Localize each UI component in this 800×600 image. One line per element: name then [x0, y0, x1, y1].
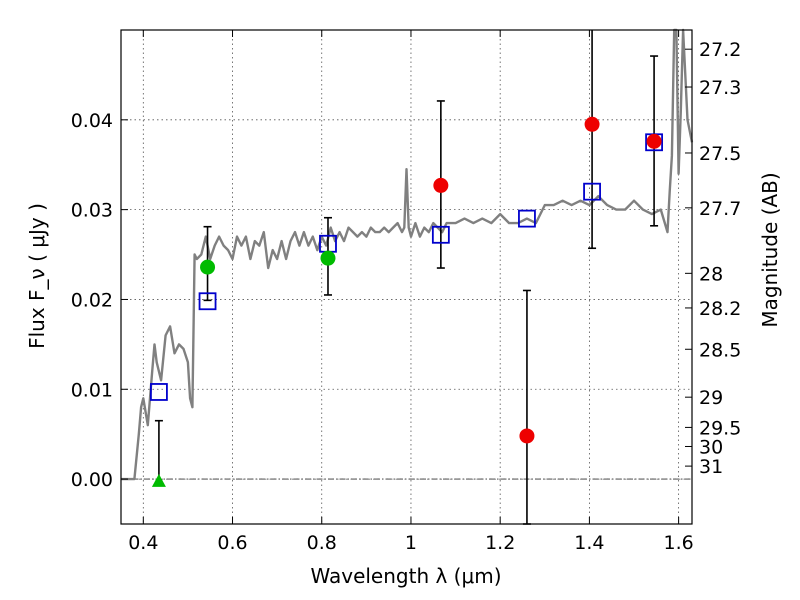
mag-tick-label: 27.3 [699, 77, 741, 99]
mag-tick-label: 27.5 [699, 143, 741, 165]
y-axis-title-magnitude: Magnitude (AB) [758, 172, 782, 327]
x-axis: 0.4 0.6 0.8 1 1.2 1.4 1.6 [128, 30, 694, 554]
mag-tick-label: 31 [699, 456, 723, 478]
y-axis-title-flux: Flux F_ν ( μJy ) [25, 203, 49, 349]
mag-tick-label: 28 [699, 263, 723, 285]
errorbar-layer [154, 30, 659, 525]
y-tick-label: 0.02 [71, 289, 113, 311]
mag-tick-label: 28.5 [699, 339, 741, 361]
upper-limit-point [151, 473, 166, 487]
observed-flux-point [519, 428, 535, 444]
model-photometry-point [583, 182, 601, 201]
y-tick-label: 0.01 [71, 379, 113, 401]
y-axis-flux: 0.00 0.01 0.02 0.03 0.04 [71, 110, 128, 491]
x-tick-label: 1.6 [664, 532, 694, 554]
spectrum-line [121, 28, 694, 481]
x-tick-label: 1 [405, 532, 417, 554]
mag-tick-label: 28.2 [699, 298, 741, 320]
x-tick-label: 0.6 [217, 532, 247, 554]
model-photometry-point [518, 209, 536, 228]
mag-tick-label: 27.7 [699, 198, 741, 220]
x-tick-label: 0.4 [128, 532, 158, 554]
mag-tick-label: 29 [699, 387, 723, 409]
x-tick-label: 1.4 [574, 532, 604, 554]
x-tick-label: 0.8 [307, 532, 337, 554]
y-tick-label: 0.03 [71, 200, 113, 222]
x-axis-title: Wavelength λ (μm) [310, 564, 501, 588]
observed-flux-point [646, 133, 662, 149]
mag-tick-label: 30 [699, 436, 723, 458]
marker-layer [150, 116, 663, 487]
x-tick-label: 1.2 [485, 532, 515, 554]
model-photometry-point [150, 383, 168, 401]
grid-layer [121, 30, 692, 524]
y-tick-label: 0.04 [71, 110, 113, 132]
observed-flux-point [584, 116, 600, 132]
plot-frame [120, 29, 693, 525]
mag-tick-label: 29.5 [699, 417, 741, 439]
y-tick-label: 0.00 [71, 469, 113, 491]
model-photometry-point [198, 292, 217, 311]
observed-flux-point [320, 250, 336, 266]
mag-tick-label: 27.2 [699, 39, 741, 61]
spectrum-layer [121, 28, 694, 481]
model-photometry-point [431, 225, 450, 244]
observed-flux-point [433, 177, 449, 193]
observed-flux-point [200, 259, 216, 275]
